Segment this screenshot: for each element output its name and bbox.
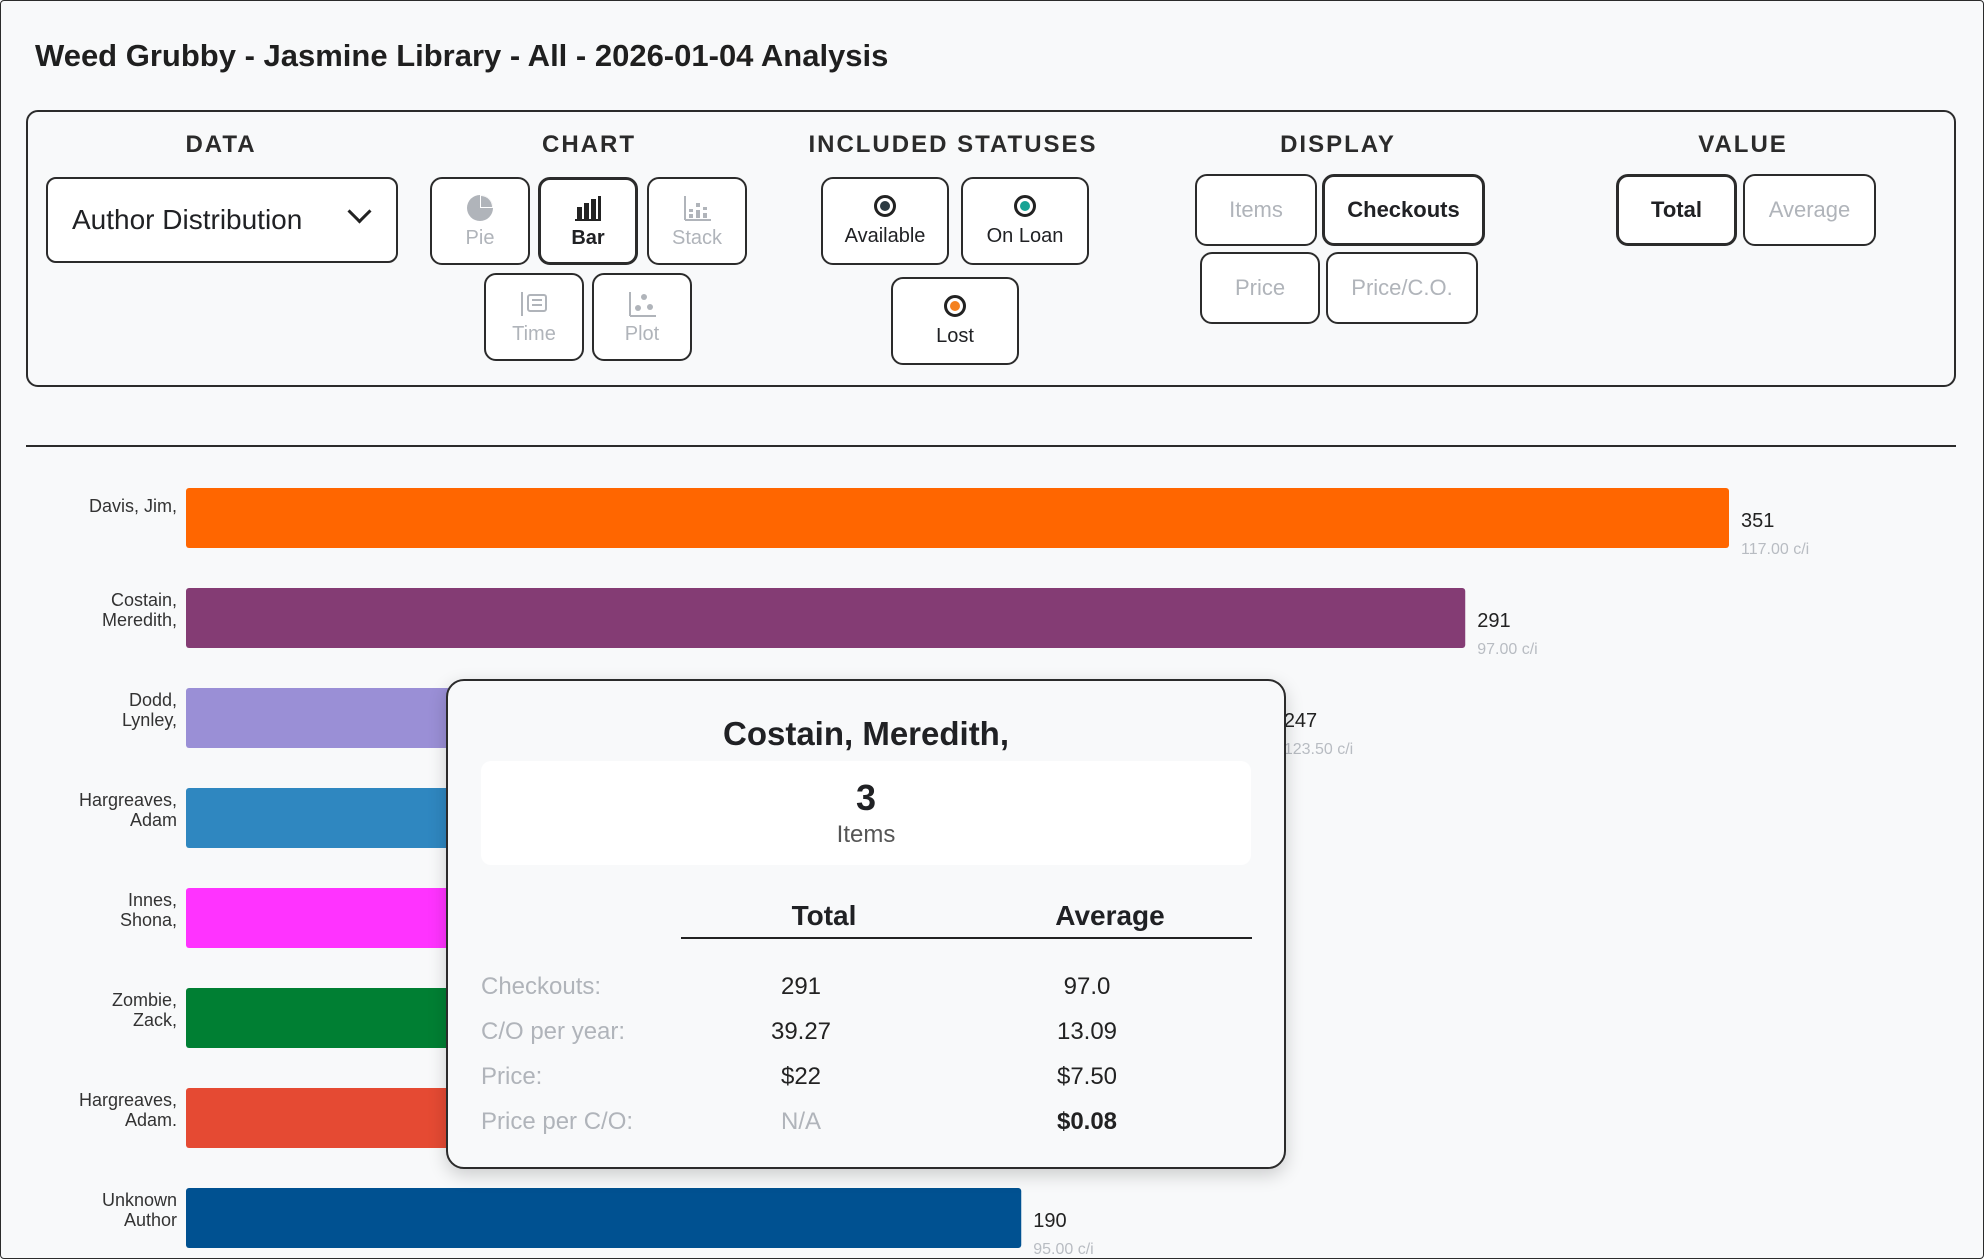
page-title: Weed Grubby - Jasmine Library - All - 20… — [35, 38, 889, 73]
display-price-co-label: Price/C.O. — [1351, 275, 1453, 300]
display-items-button[interactable]: Items — [1195, 174, 1317, 246]
statuses-heading: INCLUDED STATUSES — [808, 131, 1098, 158]
chart-pie-label: Pie — [465, 226, 495, 249]
scatter-plot-icon — [627, 289, 657, 319]
data-select[interactable]: Author Distribution — [46, 177, 398, 263]
value-label: 291 — [1477, 610, 1510, 632]
category-label: Unknown Author — [102, 1190, 177, 1230]
category-label: Davis, Jim, — [89, 496, 177, 516]
status-on-loan-label: On Loan — [986, 224, 1064, 247]
category-label: Hargreaves, Adam — [79, 790, 177, 830]
tooltip-row-total: $22 — [780, 1063, 822, 1090]
category-label: Costain, Meredith, — [102, 590, 177, 630]
tooltip-row-co-per-year: C/O per year: 39.27 13.09 — [481, 1018, 1251, 1058]
data-select-value: Author Distribution — [72, 204, 303, 235]
tooltip-row-price-per-co: Price per C/O: N/A $0.08 — [481, 1108, 1251, 1148]
display-items-label: Items — [1229, 197, 1283, 222]
tooltip-row-label: Price per C/O: — [481, 1108, 634, 1135]
tooltip-row-label: Checkouts: — [481, 973, 602, 1000]
display-checkouts-label: Checkouts — [1347, 197, 1460, 222]
data-heading: DATA — [185, 131, 257, 158]
value-total-button[interactable]: Total — [1616, 174, 1737, 246]
bar — [186, 488, 1729, 548]
on-loan-status-icon — [1014, 194, 1036, 217]
chart-stack-label: Stack — [671, 226, 723, 249]
bar-chart-icon — [573, 193, 603, 223]
value-sub-label: 123.50 c/i — [1284, 741, 1353, 758]
chart-heading: CHART — [542, 131, 636, 158]
display-price-button[interactable]: Price — [1200, 252, 1320, 324]
chart-plot-label: Plot — [624, 322, 660, 345]
category-label: Dodd, Lynley, — [122, 690, 177, 730]
value-label: 247 — [1284, 710, 1317, 732]
stacked-bar-icon — [682, 193, 712, 223]
bar — [186, 888, 486, 948]
tooltip-header-rule — [681, 937, 1252, 939]
chart-time-button[interactable]: Time — [484, 273, 584, 361]
tooltip-col-total: Total — [791, 900, 857, 931]
bar — [186, 1188, 1022, 1248]
tooltip-col-average: Average — [1055, 900, 1165, 931]
tooltip-row-label: C/O per year: — [481, 1018, 626, 1045]
status-available-toggle[interactable]: Available — [821, 177, 949, 265]
display-heading: DISPLAY — [1280, 131, 1396, 158]
tooltip-count: 3 — [855, 777, 877, 818]
display-price-co-button[interactable]: Price/C.O. — [1326, 252, 1478, 324]
tooltip-row-total: N/A — [780, 1108, 822, 1135]
value-total-label: Total — [1651, 197, 1702, 222]
value-sub-label: 97.00 c/i — [1477, 641, 1537, 658]
category-label: Zombie, Zack, — [112, 990, 177, 1030]
status-available-label: Available — [844, 224, 926, 247]
category-label: Hargreaves, Adam. — [79, 1090, 177, 1130]
value-heading: VALUE — [1698, 131, 1788, 158]
value-label: 190 — [1033, 1210, 1066, 1232]
section-divider — [26, 445, 1956, 447]
chart-plot-button[interactable]: Plot — [592, 273, 692, 361]
status-on-loan-toggle[interactable]: On Loan — [961, 177, 1089, 265]
chart-bar-label: Bar — [571, 226, 605, 249]
status-lost-toggle[interactable]: Lost — [891, 277, 1019, 365]
chart-pie-button[interactable]: Pie — [430, 177, 530, 265]
bar — [186, 588, 1466, 648]
tooltip-row-total: 291 — [780, 973, 822, 1000]
pie-icon — [465, 193, 495, 223]
tooltip-row-average: 97.0 — [1063, 973, 1111, 1000]
available-status-icon — [874, 194, 896, 217]
tooltip-row-average: $0.08 — [1056, 1108, 1118, 1135]
value-average-label: Average — [1768, 197, 1851, 222]
status-lost-label: Lost — [936, 324, 974, 347]
display-price-label: Price — [1234, 275, 1286, 300]
tooltip-row-checkouts: Checkouts: 291 97.0 — [481, 973, 1251, 1013]
bar — [186, 988, 486, 1048]
chart-bar-button[interactable]: Bar — [538, 177, 638, 265]
bar — [186, 1088, 486, 1148]
chart-stack-button[interactable]: Stack — [647, 177, 747, 265]
category-label: Innes, Shona, — [120, 890, 177, 930]
bar — [186, 788, 486, 848]
value-sub-label: 117.00 c/i — [1741, 541, 1809, 558]
tooltip-row-total: 39.27 — [770, 1018, 832, 1045]
chart-tooltip: Costain, Meredith, 3 Items Total Average… — [446, 679, 1286, 1169]
tooltip-count-unit: Items — [836, 821, 896, 848]
chart-time-label: Time — [512, 322, 556, 345]
timeline-icon — [519, 289, 549, 319]
value-average-button[interactable]: Average — [1743, 174, 1876, 246]
value-sub-label: 95.00 c/i — [1033, 1241, 1093, 1258]
value-label: 351 — [1741, 510, 1774, 532]
tooltip-row-price: Price: $22 $7.50 — [481, 1063, 1251, 1103]
display-checkouts-button[interactable]: Checkouts — [1322, 174, 1485, 246]
tooltip-row-average: $7.50 — [1056, 1063, 1118, 1090]
chevron-down-icon — [347, 199, 372, 224]
controls-panel: DATA Author Distribution CHART Pie Bar S… — [26, 110, 1956, 387]
tooltip-count-box: 3 Items — [481, 761, 1251, 865]
tooltip-row-average: 13.09 — [1056, 1018, 1118, 1045]
lost-status-icon — [944, 294, 966, 317]
tooltip-row-label: Price: — [481, 1063, 543, 1090]
tooltip-title: Costain, Meredith, — [722, 715, 1010, 752]
